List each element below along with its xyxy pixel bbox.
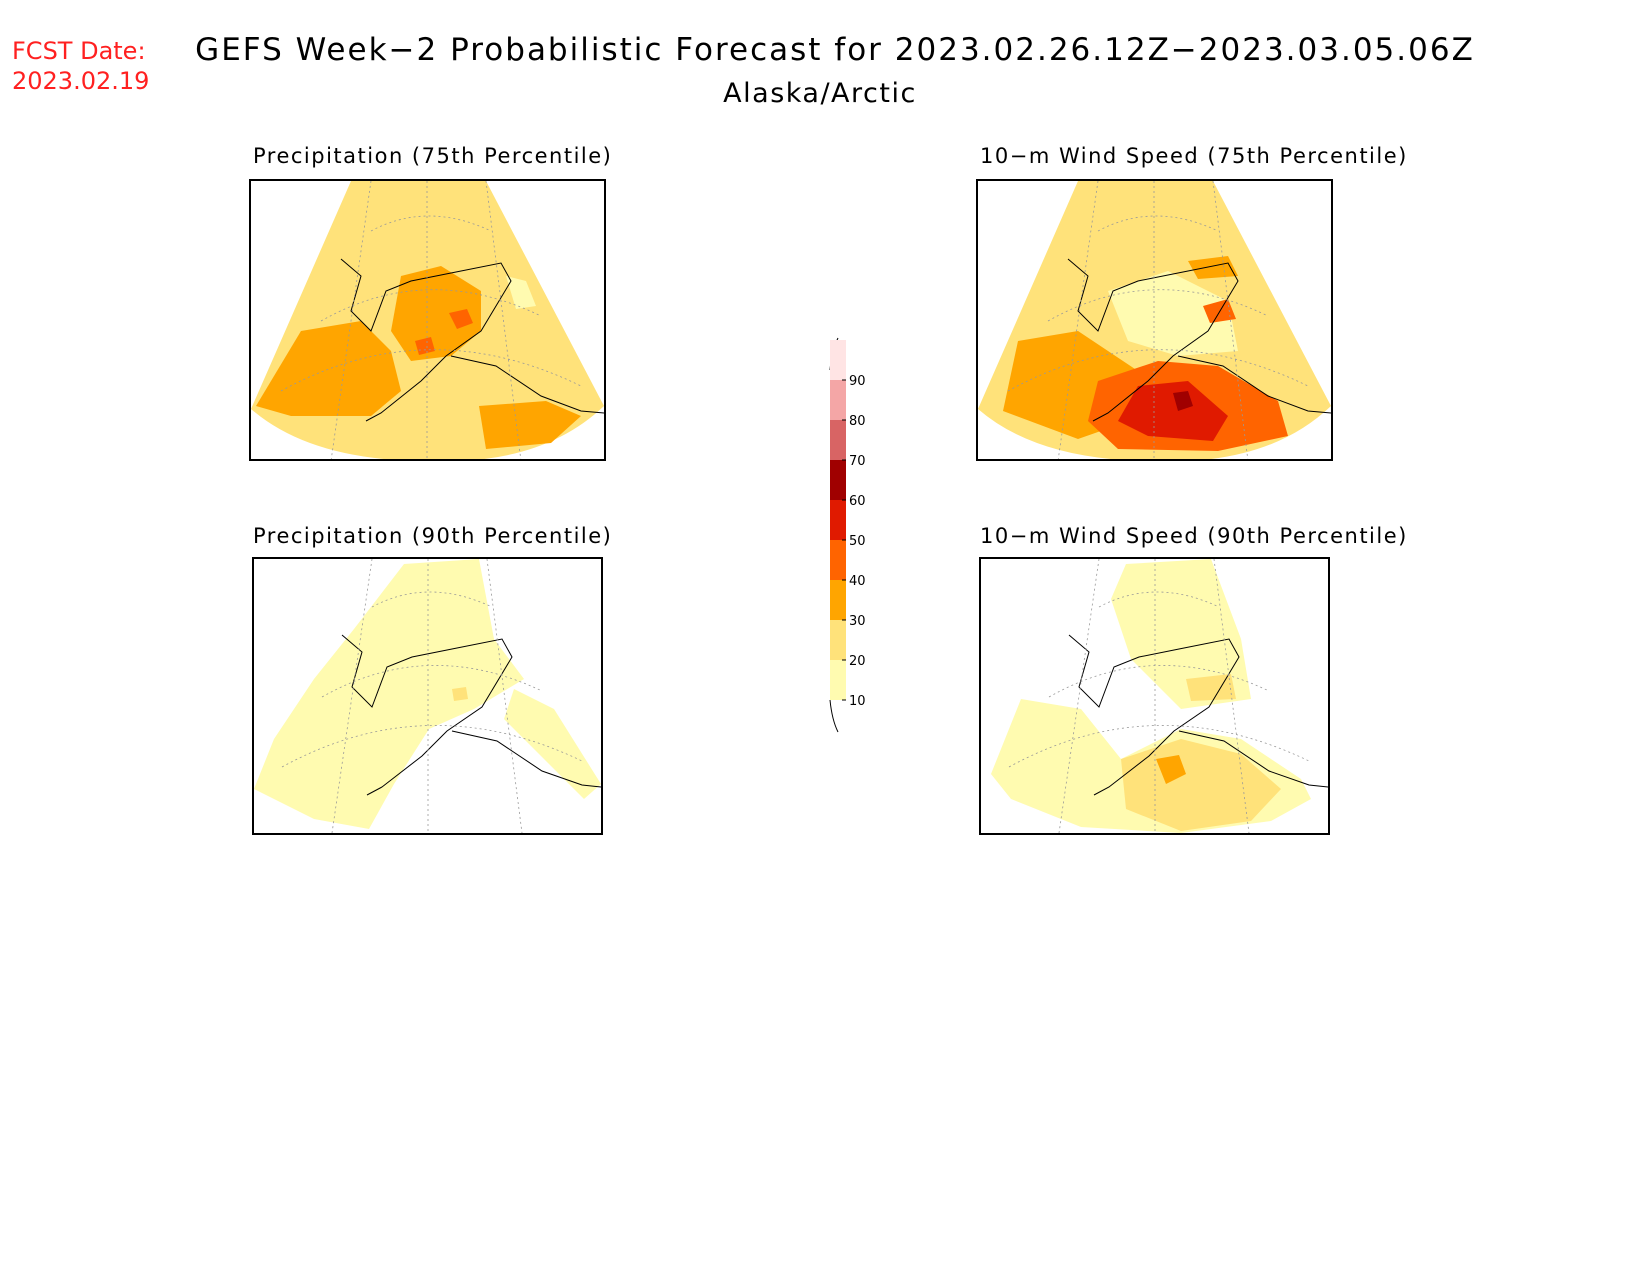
map-precip75-svg [251, 181, 604, 459]
region-subtitle: Alaska/Arctic [723, 78, 917, 109]
colorbar: 10 20 30 40 50 60 70 80 90 [829, 337, 866, 733]
coastline [340, 258, 604, 422]
contour-10-north [1108, 271, 1238, 356]
contour-20-northeast [1186, 674, 1236, 701]
contour-10-main [254, 559, 524, 829]
colorbar-swatch-40 [830, 540, 846, 580]
colorbar-label-10: 10 [849, 694, 866, 709]
coastline [341, 634, 601, 796]
contour-10-north [506, 276, 536, 309]
contour-30-southeast [479, 401, 581, 449]
contour-10-east [504, 689, 601, 799]
colorbar-swatch-10 [830, 660, 846, 700]
panel-title-wind75: 10−m Wind Speed (75th Percentile) [980, 144, 1408, 168]
map-precip90 [252, 557, 603, 835]
page-title: GEFS Week−2 Probabilistic Forecast for 2… [195, 32, 1475, 68]
colorbar-label-60: 60 [849, 494, 866, 509]
contour-20-spot [452, 687, 468, 701]
forecast-date-block: FCST Date: 2023.02.19 [12, 36, 149, 96]
colorbar-label-30: 30 [849, 614, 866, 629]
contour-30-central [391, 266, 481, 361]
contour-10-north [1111, 559, 1251, 709]
contour-60-peak [1173, 391, 1193, 411]
colorbar-swatch-80 [830, 380, 846, 420]
contour-50-core [1118, 381, 1228, 441]
colorbar-bottom-arc [829, 699, 839, 733]
coastline [1068, 634, 1328, 796]
panel-title-wind90: 10−m Wind Speed (90th Percentile) [980, 524, 1408, 548]
graticule [1008, 559, 1310, 833]
map-wind75 [976, 179, 1333, 461]
forecast-date-value: 2023.02.19 [12, 67, 150, 95]
colorbar-swatch-60 [830, 460, 846, 500]
forecast-date-label: FCST Date: [12, 37, 146, 65]
colorbar-swatch-90 [830, 340, 846, 380]
colorbar-label-70: 70 [849, 454, 866, 469]
contour-40-a [449, 309, 473, 329]
map-wind75-svg [978, 181, 1331, 459]
colorbar-swatch-70 [830, 420, 846, 460]
contour-40-b [415, 337, 435, 355]
coastline [1067, 258, 1331, 422]
colorbar-label-90: 90 [849, 374, 866, 389]
graticule [280, 181, 582, 459]
colorbar-label-40: 40 [849, 574, 866, 589]
map-precip90-svg [254, 559, 601, 833]
map-precip75 [249, 179, 606, 461]
panel-title-precip90: Precipitation (90th Percentile) [253, 524, 613, 548]
map-wind90 [979, 557, 1330, 835]
graticule [1007, 181, 1309, 459]
colorbar-swatch-30 [830, 580, 846, 620]
contour-30-spot [1156, 755, 1186, 784]
contour-30-west [256, 321, 401, 416]
colorbar-swatch-50 [830, 500, 846, 540]
contour-30-northeast [1188, 256, 1238, 279]
panel-title-precip75: Precipitation (75th Percentile) [253, 144, 613, 168]
colorbar-label-20: 20 [849, 654, 866, 669]
colorbar-label-50: 50 [849, 534, 866, 549]
colorbar-swatch-20 [830, 620, 846, 660]
colorbar-label-80: 80 [849, 414, 866, 429]
graticule [281, 559, 583, 833]
map-wind90-svg [991, 559, 1328, 833]
